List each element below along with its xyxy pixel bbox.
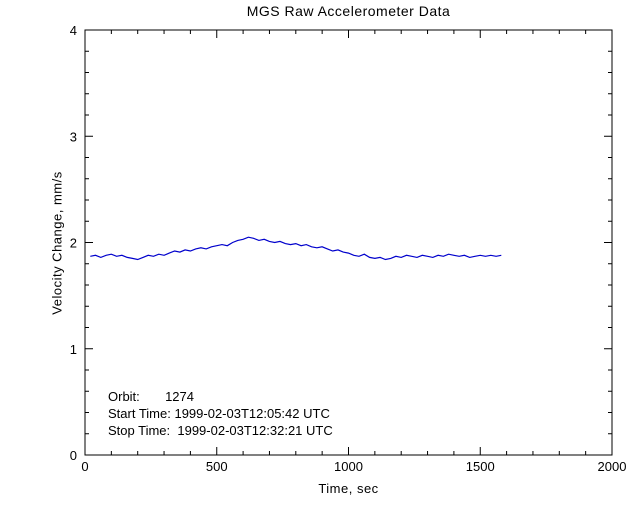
y-tick-label: 4 bbox=[70, 23, 77, 38]
x-tick-label: 1500 bbox=[466, 459, 495, 474]
y-tick-label: 1 bbox=[70, 342, 77, 357]
y-tick-label: 3 bbox=[70, 129, 77, 144]
x-tick-label: 2000 bbox=[598, 459, 627, 474]
y-tick-label: 2 bbox=[70, 236, 77, 251]
x-tick-label: 500 bbox=[206, 459, 228, 474]
annotation-start-time: Start Time: 1999-02-03T12:05:42 UTC bbox=[108, 406, 330, 421]
x-axis-label: Time, sec bbox=[318, 481, 379, 496]
y-axis-label: Velocity Change, mm/s bbox=[49, 171, 65, 315]
annotation-stop-time: Stop Time: 1999-02-03T12:32:21 UTC bbox=[108, 423, 333, 438]
data-line bbox=[90, 236, 502, 261]
annotation-block: Orbit: 1274 Start Time: 1999-02-03T12:05… bbox=[108, 388, 333, 439]
annotation-orbit: Orbit: 1274 bbox=[108, 389, 194, 404]
x-tick-label: 0 bbox=[81, 459, 88, 474]
chart-title: MGS Raw Accelerometer Data bbox=[246, 3, 451, 19]
x-tick-label: 1000 bbox=[334, 459, 363, 474]
y-tick-label: 0 bbox=[70, 448, 77, 463]
